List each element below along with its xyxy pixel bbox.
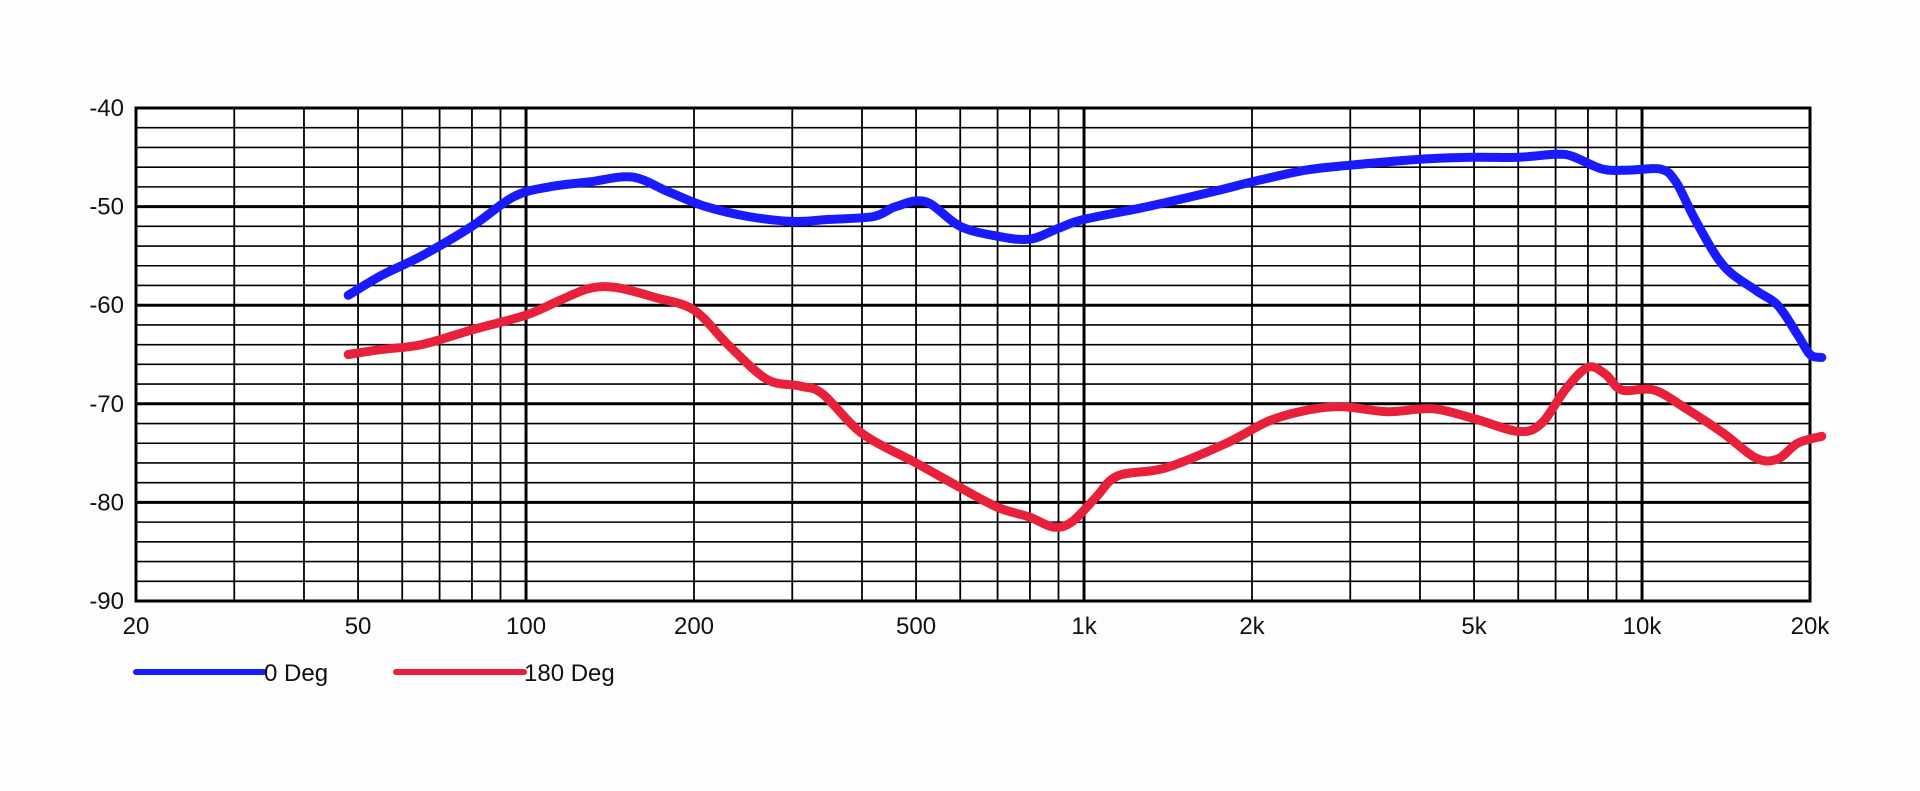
x-tick-label: 50 [345,613,372,640]
series-line-one-eighty-deg [343,282,1827,532]
y-tick-label: -80 [89,489,124,516]
y-tick-label: -60 [89,292,124,319]
x-tick-label: 2k [1239,613,1265,640]
x-tick-label: 5k [1461,613,1487,640]
x-tick-label: 200 [674,613,714,640]
series-lines [343,149,1827,532]
legend-label: 0 Deg [264,660,328,687]
plot-frame [134,106,1812,603]
y-tick-label: -50 [89,194,124,221]
x-tick-label: 20 [123,613,150,640]
series-line-zero-deg [343,149,1827,362]
x-tick-label: 10k [1623,613,1663,640]
x-tick-label: 100 [506,613,546,640]
y-tick-label: -40 [89,95,124,122]
x-tick-label: 500 [896,613,936,640]
grid-lines [134,106,1812,603]
y-tick-label: -70 [89,391,124,418]
y-axis-tick-labels: -40 -50 -60 -70 -80 -90 [89,95,124,615]
legend-label: 180 Deg [524,660,615,687]
y-tick-label: -90 [89,588,124,615]
x-axis-tick-labels: 20 50 100 200 500 1k 2k 5k 10k 20k [123,613,1831,640]
x-tick-label: 20k [1791,613,1831,640]
legend: 0 Deg 180 Deg [133,660,615,687]
x-tick-label: 1k [1071,613,1097,640]
